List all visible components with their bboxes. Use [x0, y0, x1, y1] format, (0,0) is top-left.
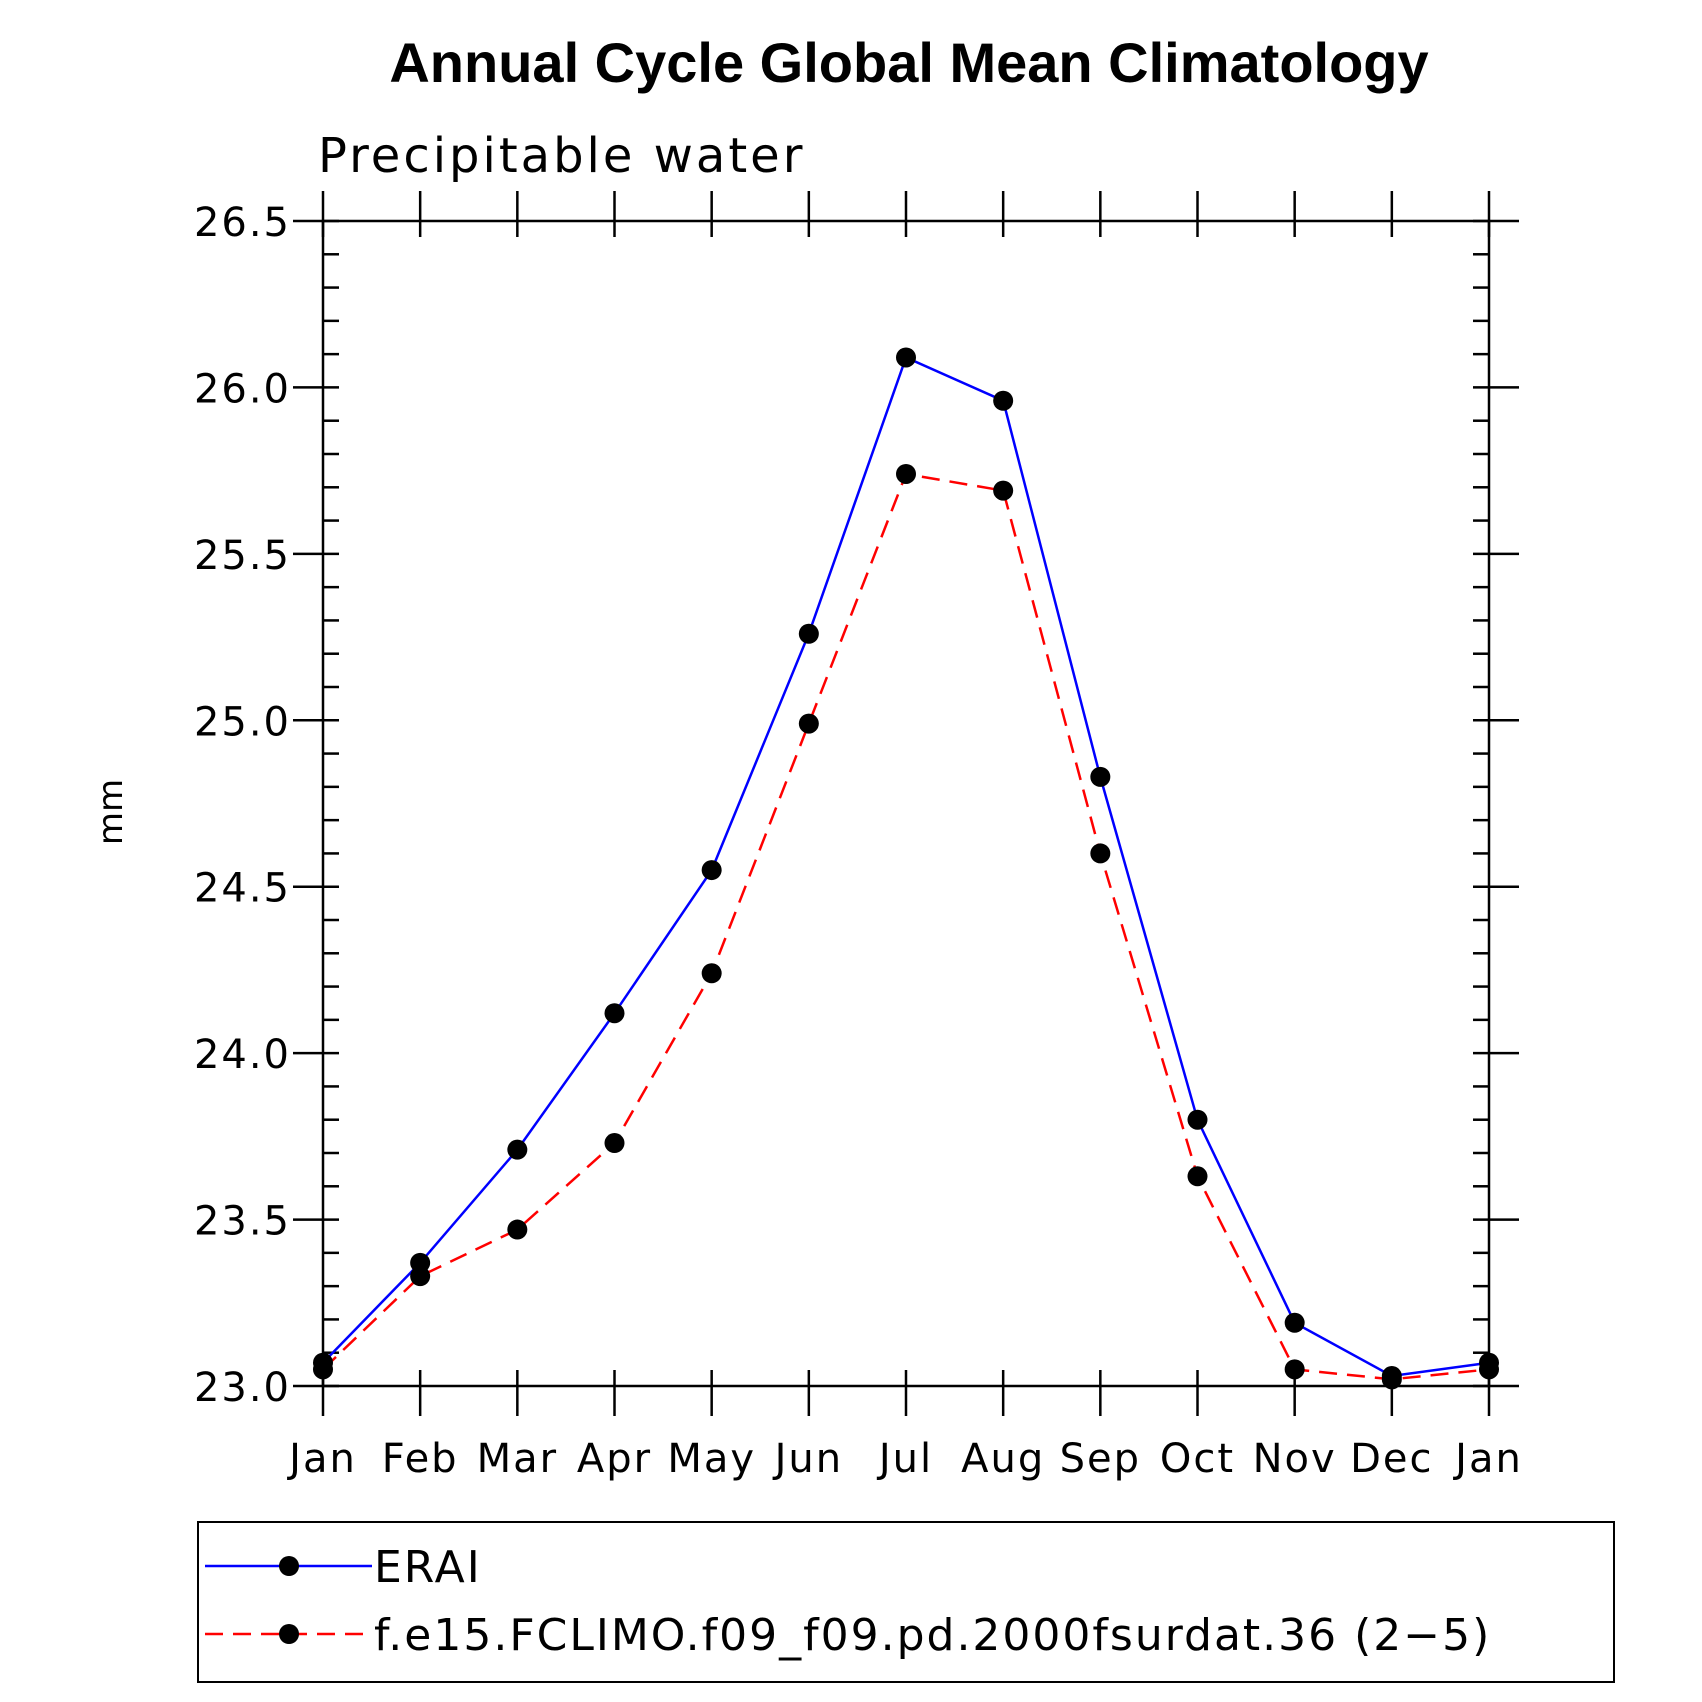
legend-box — [197, 1521, 1615, 1683]
series-markers — [313, 347, 1499, 1390]
x-tick-label: Jan — [1452, 1436, 1523, 1482]
data-point-0-9 — [1187, 1109, 1208, 1130]
data-point-0-5 — [798, 623, 819, 644]
y-tick-label: 24.0 — [194, 1032, 291, 1078]
y-tick-label: 25.5 — [194, 533, 291, 579]
data-point-1-2 — [507, 1219, 528, 1240]
data-point-1-11 — [1381, 1369, 1402, 1390]
legend-marker-erai — [279, 1556, 299, 1576]
axis-ticks — [293, 191, 1519, 1416]
y-tick-label: 23.0 — [194, 1365, 291, 1411]
x-tick-label: Dec — [1350, 1436, 1433, 1482]
data-point-0-6 — [896, 347, 916, 368]
legend-label-model: f.e15.FCLIMO.f09_f09.pd.2000fsurdat.36 (… — [374, 1610, 1491, 1661]
series-lines — [322, 355, 1490, 1381]
data-point-1-0 — [313, 1359, 333, 1380]
series-line-1 — [322, 472, 1490, 1381]
y-axis-label: mm — [91, 779, 131, 845]
y-tick-label: 25.0 — [194, 699, 291, 745]
data-point-0-4 — [701, 860, 722, 881]
y-tick-label: 26.0 — [194, 366, 291, 412]
data-point-0-2 — [507, 1139, 528, 1160]
chart-title: Annual Cycle Global Mean Climatology — [389, 31, 1428, 94]
data-point-1-6 — [896, 463, 916, 484]
x-tick-label: Aug — [961, 1436, 1045, 1482]
x-tick-label: Sep — [1060, 1436, 1141, 1482]
x-tick-label: Oct — [1160, 1436, 1235, 1482]
data-point-1-7 — [993, 480, 1014, 501]
x-tick-label: Apr — [577, 1436, 652, 1482]
data-point-0-8 — [1090, 766, 1111, 787]
data-point-0-3 — [604, 1003, 625, 1024]
data-point-1-1 — [410, 1266, 431, 1287]
series-line-0 — [322, 355, 1490, 1378]
x-tick-label: Jul — [876, 1436, 933, 1482]
y-tick-label: 26.5 — [194, 200, 291, 246]
y-tick-label: 23.5 — [194, 1199, 291, 1245]
legend-marker-model — [279, 1624, 299, 1644]
x-tick-labels: Jan Feb Mar Apr May Jun Jul Aug Sep Oct Nov Dec Jan — [286, 1436, 1523, 1482]
data-point-0-7 — [993, 390, 1014, 411]
x-tick-label: Nov — [1253, 1436, 1337, 1482]
x-tick-label: May — [667, 1436, 756, 1482]
legend: ERAI f.e15.FCLIMO.f09_f09.pd.2000fsurdat… — [197, 1521, 1615, 1683]
data-point-1-3 — [604, 1133, 625, 1154]
data-point-1-9 — [1187, 1166, 1208, 1187]
data-point-1-12 — [1479, 1359, 1499, 1380]
chart-subtitle: Precipitable water — [318, 128, 805, 184]
data-point-0-10 — [1284, 1312, 1305, 1333]
x-tick-label: Jan — [286, 1436, 357, 1482]
data-point-1-5 — [798, 713, 819, 734]
x-tick-label: Mar — [477, 1436, 558, 1482]
y-tick-label: 24.5 — [194, 866, 291, 912]
y-tick-labels: 23.0 23.5 24.0 24.5 25.0 25.5 26.0 26.5 — [194, 200, 291, 1411]
x-tick-label: Feb — [382, 1436, 459, 1482]
data-point-1-10 — [1284, 1359, 1305, 1380]
plot-frame — [321, 219, 1491, 1388]
legend-label-erai: ERAI — [374, 1542, 482, 1593]
x-tick-label: Jun — [772, 1436, 844, 1482]
data-point-1-4 — [701, 963, 722, 984]
data-point-1-8 — [1090, 843, 1111, 864]
